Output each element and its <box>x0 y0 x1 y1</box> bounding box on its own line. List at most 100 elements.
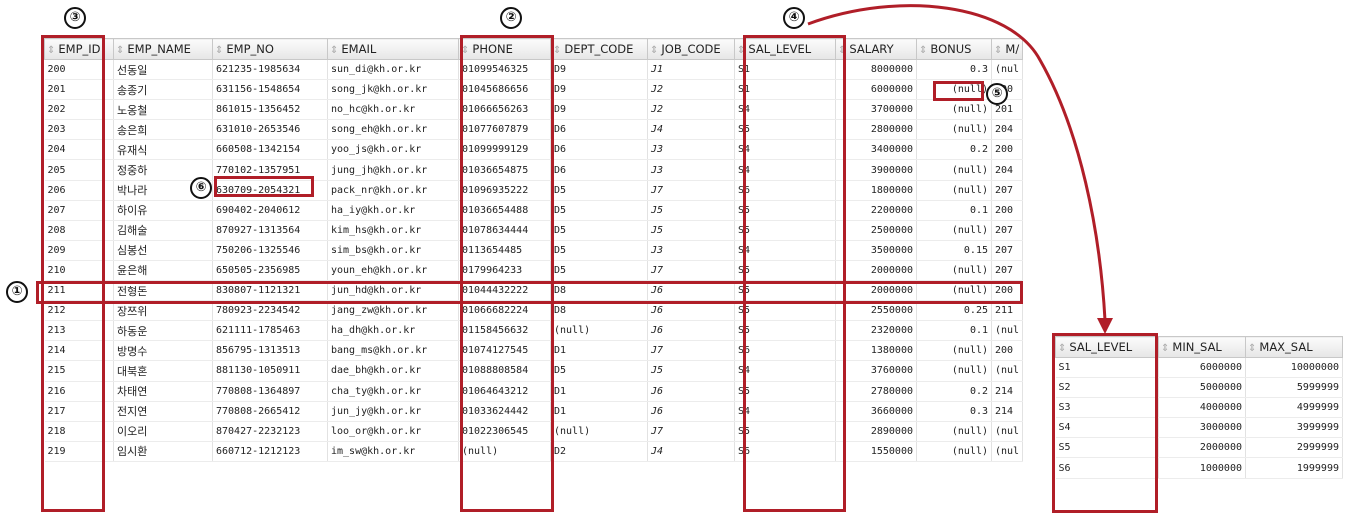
employee-cell[interactable]: 631010-2653546 <box>212 119 328 141</box>
employee-cell[interactable]: 0.2 <box>916 139 992 161</box>
employee-cell[interactable]: D6 <box>550 119 648 141</box>
sal-grade-cell[interactable]: S1 <box>1055 357 1159 379</box>
employee-cell[interactable]: 212 <box>44 300 114 322</box>
employee-cell[interactable]: 621235-1985634 <box>212 59 328 81</box>
employee-cell[interactable]: (null) <box>916 180 992 201</box>
employee-cell[interactable]: J7 <box>647 340 735 362</box>
employee-cell[interactable]: 660508-1342154 <box>212 139 328 161</box>
employee-cell[interactable]: J5 <box>647 200 735 221</box>
employee-cell[interactable]: (null) <box>916 119 992 141</box>
employee-cell[interactable]: 0.3 <box>916 401 992 422</box>
employee-cell[interactable]: J2 <box>647 79 735 101</box>
employee-cell[interactable]: J6 <box>647 320 735 342</box>
employee-header-job-code[interactable]: ⇕ JOB_CODE <box>647 38 735 60</box>
employee-header-phone[interactable]: ⇕ PHONE <box>458 38 551 60</box>
employee-cell[interactable]: D6 <box>550 139 648 161</box>
employee-cell[interactable]: (null) <box>916 360 992 382</box>
sal-grade-cell[interactable]: 1000000 <box>1158 457 1246 479</box>
employee-cell[interactable]: im_sw@kh.or.kr <box>327 441 459 462</box>
employee-cell[interactable]: D1 <box>550 340 648 362</box>
employee-cell[interactable]: J2 <box>647 99 735 121</box>
employee-cell[interactable]: 0.15 <box>916 240 992 261</box>
employee-header-dept-code[interactable]: ⇕ DEPT_CODE <box>550 38 648 60</box>
employee-cell[interactable]: 211 <box>991 300 1023 322</box>
employee-cell[interactable]: 204 <box>44 139 114 161</box>
employee-cell[interactable]: 김해술 <box>113 220 213 241</box>
employee-cell[interactable]: 1550000 <box>835 441 917 462</box>
employee-cell[interactable]: 01064643212 <box>458 381 551 402</box>
employee-cell[interactable]: (null) <box>916 441 992 462</box>
employee-cell[interactable]: 0113654485 <box>458 240 551 261</box>
employee-cell[interactable]: 200 <box>991 200 1023 221</box>
employee-cell[interactable]: 770808-2665412 <box>212 401 328 422</box>
sort-arrows-icon[interactable]: ⇕ <box>47 45 56 56</box>
employee-cell[interactable]: 214 <box>991 381 1023 402</box>
employee-cell[interactable]: 송은희 <box>113 119 213 141</box>
employee-cell[interactable]: 01088808584 <box>458 360 551 382</box>
employee-cell[interactable]: 01077607879 <box>458 119 551 141</box>
employee-cell[interactable]: jang_zw@kh.or.kr <box>327 300 459 322</box>
employee-cell[interactable]: D5 <box>550 220 648 241</box>
employee-cell[interactable]: D5 <box>550 200 648 221</box>
employee-cell[interactable]: D5 <box>550 240 648 261</box>
employee-cell[interactable]: 214 <box>44 340 114 362</box>
employee-cell[interactable]: 심봉선 <box>113 240 213 261</box>
employee-cell[interactable]: sun_di@kh.or.kr <box>327 59 459 81</box>
employee-cell[interactable]: D1 <box>550 401 648 422</box>
employee-cell[interactable]: J3 <box>647 159 735 181</box>
employee-cell[interactable]: jun_jy@kh.or.kr <box>327 401 459 422</box>
sal-grade-cell[interactable]: 6000000 <box>1158 357 1246 379</box>
sort-arrows-icon[interactable]: ⇕ <box>1248 343 1257 354</box>
employee-cell[interactable]: 770808-1364897 <box>212 381 328 402</box>
employee-cell[interactable]: 650505-2356985 <box>212 260 328 282</box>
employee-cell[interactable]: J6 <box>647 381 735 402</box>
employee-row[interactable]: 208 김해술 870927-1313564 kim_hs@kh.or.kr 01078… <box>44 220 1023 241</box>
employee-cell[interactable]: sim_bs@kh.or.kr <box>327 240 459 261</box>
employee-cell[interactable]: 01045686656 <box>458 79 551 101</box>
sal-grade-row[interactable]: S4 3000000 3999999 <box>1055 417 1343 439</box>
employee-cell[interactable]: 660712-1212123 <box>212 441 328 462</box>
sal-grade-header-sal-level[interactable]: ⇕ SAL_LEVEL <box>1055 336 1159 358</box>
employee-cell[interactable]: 204 <box>991 119 1023 141</box>
employee-cell[interactable]: D2 <box>550 441 648 462</box>
employee-cell[interactable]: 노옹철 <box>113 99 213 121</box>
sort-arrows-icon[interactable]: ⇕ <box>737 45 746 56</box>
employee-row[interactable]: 216 차태연 770808-1364897 cha_ty@kh.or.kr 01064… <box>44 381 1023 402</box>
employee-row[interactable]: 213 하동운 621111-1785463 ha_dh@kh.or.kr 011584… <box>44 320 1023 342</box>
employee-cell[interactable]: ha_dh@kh.or.kr <box>327 320 459 342</box>
sal-grade-header-min-sal[interactable]: ⇕ MIN_SAL <box>1158 336 1246 358</box>
sal-grade-cell[interactable]: 4999999 <box>1245 397 1343 419</box>
sal-grade-cell[interactable]: S4 <box>1055 417 1159 439</box>
employee-cell[interactable]: 6000000 <box>835 79 917 101</box>
employee-cell[interactable]: youn_eh@kh.or.kr <box>327 260 459 282</box>
employee-cell[interactable]: 방명수 <box>113 340 213 362</box>
employee-row[interactable]: 218 이오리 870427-2232123 loo_or@kh.or.kr 01022… <box>44 421 1023 442</box>
employee-row[interactable]: 219 임시환 660712-1212123 im_sw@kh.or.kr (null)… <box>44 441 1023 462</box>
employee-cell[interactable]: 216 <box>44 381 114 402</box>
employee-cell[interactable]: J3 <box>647 139 735 161</box>
employee-cell[interactable]: 01078634444 <box>458 220 551 241</box>
employee-cell[interactable]: J6 <box>647 280 735 302</box>
employee-cell[interactable]: 204 <box>991 159 1023 181</box>
employee-cell[interactable]: 201 <box>44 79 114 101</box>
employee-cell[interactable]: 218 <box>44 421 114 442</box>
sal-grade-cell[interactable]: S2 <box>1055 377 1159 399</box>
employee-cell[interactable]: 01099546325 <box>458 59 551 81</box>
employee-cell[interactable]: J7 <box>647 260 735 282</box>
employee-cell[interactable]: J5 <box>647 220 735 241</box>
employee-cell[interactable]: 박나라 <box>113 180 213 201</box>
employee-cell[interactable]: J6 <box>647 401 735 422</box>
employee-cell[interactable]: 213 <box>44 320 114 342</box>
sal-grade-cell[interactable]: S3 <box>1055 397 1159 419</box>
employee-cell[interactable]: (null) <box>916 260 992 282</box>
employee-cell[interactable]: 208 <box>44 220 114 241</box>
employee-cell[interactable]: (null) <box>916 421 992 442</box>
employee-cell[interactable]: kim_hs@kh.or.kr <box>327 220 459 241</box>
employee-cell[interactable]: 750206-1325546 <box>212 240 328 261</box>
employee-cell[interactable]: J7 <box>647 421 735 442</box>
employee-cell[interactable]: 211 <box>44 280 114 302</box>
employee-cell[interactable]: J5 <box>647 360 735 382</box>
employee-cell[interactable]: D5 <box>550 360 648 382</box>
sal-grade-cell[interactable]: 1999999 <box>1245 457 1343 479</box>
employee-cell[interactable]: (nul <box>991 360 1023 382</box>
